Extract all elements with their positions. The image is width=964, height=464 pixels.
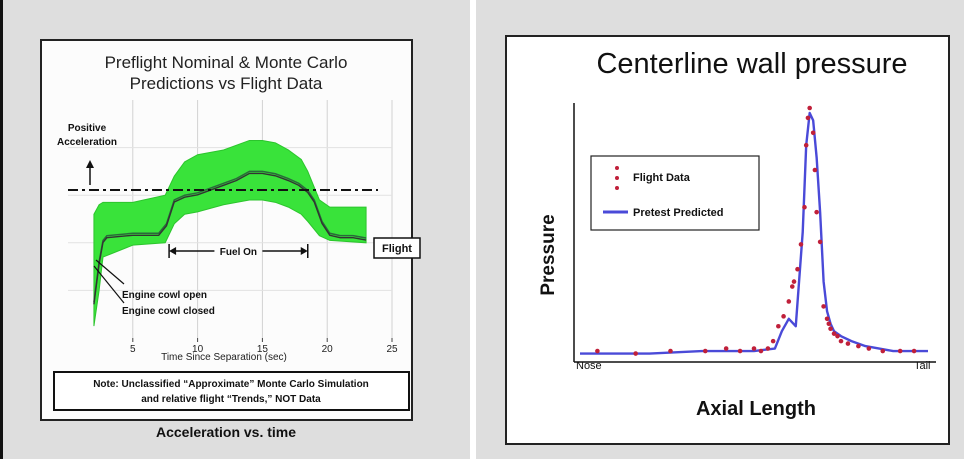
right-x-axis-label: Axial Length <box>696 398 816 420</box>
flight-data-point-18 <box>803 142 809 148</box>
flight-data-point-0 <box>595 348 600 354</box>
flight-data-point-20 <box>807 105 812 111</box>
tail-label: Tail <box>914 360 931 372</box>
flight-data-point-1 <box>633 351 638 356</box>
note-line-2: and relative flight “Trends,” NOT Data <box>141 394 321 405</box>
flight-data-line <box>93 172 367 305</box>
flight-data-point-14 <box>791 279 797 284</box>
positive-accel-arrowhead <box>86 160 94 168</box>
right-chart-panel: Centerline wall pressure Pressure Axial … <box>476 0 964 459</box>
flight-data-point-21 <box>810 130 816 136</box>
flight-data-point-17 <box>802 204 807 210</box>
left-series-lines <box>93 170 367 305</box>
fuel-on-label: Fuel On <box>220 247 257 258</box>
flight-data-point-34 <box>866 346 872 351</box>
left-x-tick-label-2: 15 <box>257 344 269 355</box>
left-chart-title-line1: Preflight Nominal & Monte Carlo <box>105 53 348 72</box>
legend-pretest-predicted-label: Pretest Predicted <box>633 207 723 219</box>
flight-data-point-29 <box>831 331 837 336</box>
legend-flight-data-marker-3 <box>615 186 619 190</box>
pretest-predicted-line <box>580 111 928 355</box>
left-x-tick-label-0: 5 <box>130 344 136 355</box>
note-box <box>53 371 410 411</box>
fuel-on-arrowhead-right <box>300 247 308 255</box>
flight-data-point-15 <box>795 266 800 272</box>
flight-data-point-2 <box>668 348 673 354</box>
flight-data-point-5 <box>737 348 743 354</box>
flight-data-point-30 <box>835 333 840 339</box>
right-y-axis-label: Pressure <box>538 214 559 295</box>
flight-data-point-4 <box>723 346 729 351</box>
monte-carlo-band <box>93 139 367 327</box>
left-x-tick-label-4: 25 <box>386 344 398 355</box>
legend-flight-data-label: Flight Data <box>633 172 691 184</box>
flight-data-point-36 <box>897 348 903 354</box>
left-x-axis-label: Time Since Separation (sec) <box>161 352 287 363</box>
flight-data-point-6 <box>751 346 757 351</box>
flight-data-point-23 <box>814 209 819 215</box>
right-chart-title: Centerline wall pressure <box>596 48 907 80</box>
positive-accel-label-line1: Positive <box>68 123 107 134</box>
flight-data-point-32 <box>845 341 851 346</box>
flight-data-point-3 <box>702 348 708 354</box>
engine-cowl-open-annotation: Engine cowl open <box>122 290 207 301</box>
flight-data-point-33 <box>856 343 861 349</box>
left-x-axis: 5 10 15 20 25 <box>130 338 398 355</box>
fuel-on-marker: Fuel On <box>168 244 309 258</box>
flight-label-box <box>373 237 421 259</box>
flight-data-point-37 <box>911 348 917 354</box>
positive-accel-label-line2: Acceleration <box>57 137 117 148</box>
flight-data-point-12 <box>786 299 792 304</box>
flight-data-point-31 <box>838 338 844 344</box>
flight-data-point-28 <box>828 326 833 332</box>
flight-data-point-7 <box>758 348 764 354</box>
fuel-on-arrowhead-left <box>169 247 177 255</box>
flight-data-point-26 <box>824 316 830 322</box>
left-chart-title-line2: Predictions vs Flight Data <box>130 74 323 93</box>
flight-data-point-11 <box>781 314 786 319</box>
left-chart-caption: Acceleration vs. time <box>156 424 296 440</box>
right-plot-area <box>580 105 928 356</box>
monte-carlo-band-area <box>93 139 367 327</box>
nose-label: Nose <box>576 360 602 372</box>
flight-data-point-19 <box>805 115 811 121</box>
left-panel-edge <box>0 0 3 459</box>
flight-data-point-22 <box>812 167 818 173</box>
acceleration-chart: Preflight Nominal & Monte Carlo Predicti… <box>40 39 421 440</box>
legend-flight-data-marker-2 <box>615 176 619 180</box>
flight-data-point-25 <box>821 304 826 309</box>
flight-data-point-9 <box>770 338 776 344</box>
right-chart-frame <box>505 35 950 445</box>
left-x-tick-label-1: 10 <box>192 344 204 355</box>
right-legend <box>590 155 760 231</box>
engine-cowl-open-leader <box>95 259 125 285</box>
flight-data-point-27 <box>826 321 832 327</box>
flight-data-point-8 <box>765 346 771 351</box>
engine-cowl-closed-annotation: Engine cowl closed <box>122 306 215 317</box>
flight-data-point-10 <box>776 323 781 329</box>
note-line-1: Note: Unclassified “Approximate” Monte C… <box>93 379 369 390</box>
flight-data-point-35 <box>880 348 886 354</box>
flight-data-point-24 <box>817 239 823 245</box>
flight-label: Flight <box>382 243 412 255</box>
flight-data-point-16 <box>798 242 804 247</box>
flight-data-point-13 <box>789 284 795 289</box>
engine-cowl-closed-leader <box>93 265 125 304</box>
left-x-tick-label-3: 20 <box>322 344 334 355</box>
legend-flight-data-marker-1 <box>615 166 619 170</box>
left-chart-panel: Preflight Nominal & Monte Carlo Predicti… <box>0 0 470 459</box>
pressure-chart: Centerline wall pressure Pressure Axial … <box>505 35 950 445</box>
